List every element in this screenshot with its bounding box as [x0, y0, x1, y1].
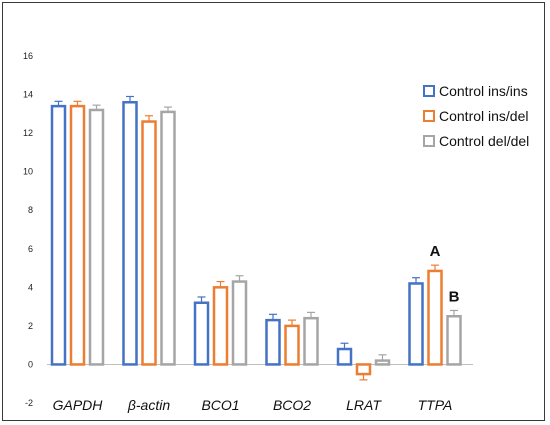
- y-tick-label: 16: [23, 51, 33, 61]
- legend-label: Control ins/ins: [439, 83, 528, 99]
- bar: [427, 269, 443, 366]
- bar: [355, 363, 372, 376]
- y-tick-label: 14: [23, 90, 33, 100]
- annotation-label: B: [449, 288, 460, 305]
- annotations: AB: [430, 243, 460, 305]
- y-tick-label: 0: [28, 359, 33, 369]
- bar: [284, 324, 300, 366]
- x-tick-label: β-actin: [127, 397, 170, 413]
- bar: [231, 280, 248, 366]
- bar: [141, 120, 157, 366]
- bar: [408, 282, 424, 366]
- y-tick-label: 10: [23, 167, 33, 177]
- bar: [69, 104, 86, 366]
- x-tick-label: LRAT: [346, 397, 382, 413]
- legend-swatch: [423, 110, 435, 122]
- bar: [160, 110, 176, 366]
- y-tick-label: 12: [23, 128, 33, 138]
- y-tick-label: 6: [28, 244, 33, 254]
- bar: [336, 347, 353, 366]
- bar-chart: -2 0 2 4 6 8 10 12 14 16 GAPDH β-actin BCO1 BCO2 LRAT…: [23, 51, 529, 413]
- bar: [50, 104, 67, 366]
- bars: [50, 95, 462, 381]
- legend: Control ins/ins Control ins/del Control de…: [423, 83, 529, 149]
- annotation-label: A: [430, 243, 441, 260]
- chart-frame: -2 0 2 4 6 8 10 12 14 16 GAPDH β-actin BCO1 BCO2 LRAT…: [2, 2, 545, 421]
- bar: [193, 301, 210, 366]
- x-axis: GAPDH β-actin BCO1 BCO2 LRAT TTPA: [53, 397, 453, 413]
- y-tick-label: 4: [28, 282, 33, 292]
- bar: [374, 359, 391, 366]
- x-tick-label: BCO2: [273, 397, 311, 413]
- legend-label: Control del/del: [439, 133, 529, 149]
- bar: [122, 101, 138, 366]
- y-tick-label: 2: [28, 321, 33, 331]
- y-axis: -2 0 2 4 6 8 10 12 14 16: [23, 51, 473, 408]
- x-tick-label: BCO1: [201, 397, 239, 413]
- y-tick-label: 8: [28, 205, 33, 215]
- bar: [212, 286, 229, 366]
- bar: [303, 316, 319, 366]
- bar: [446, 315, 462, 366]
- x-tick-label: TTPA: [418, 397, 453, 413]
- legend-label: Control ins/del: [439, 108, 529, 124]
- bar: [265, 318, 281, 366]
- y-tick-label: -2: [25, 398, 33, 408]
- legend-swatch: [423, 85, 435, 97]
- x-tick-label: GAPDH: [53, 397, 104, 413]
- bar: [88, 108, 105, 366]
- legend-swatch: [423, 135, 435, 147]
